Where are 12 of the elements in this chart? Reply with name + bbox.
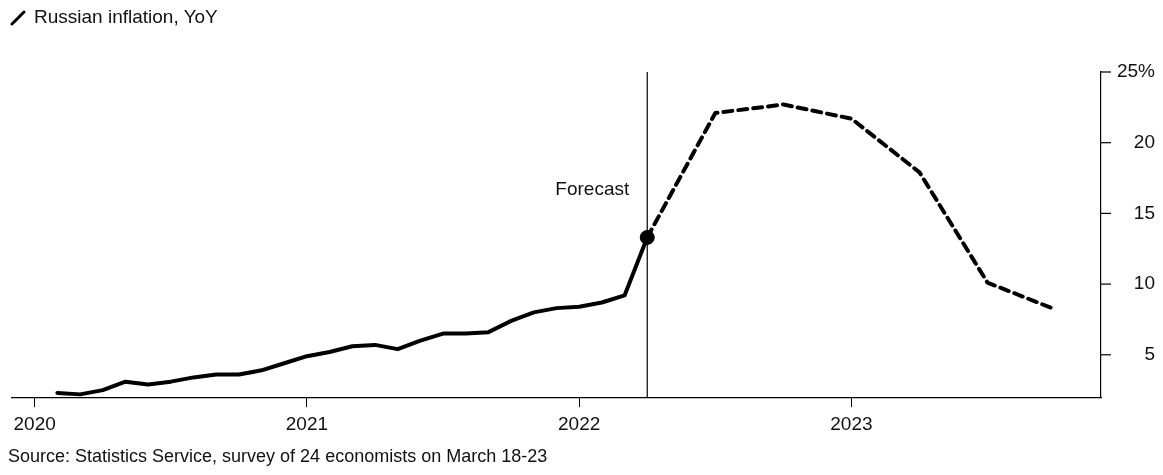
x-tick-label: 2022 [558, 412, 601, 434]
x-tick-label: 2021 [285, 412, 329, 434]
source-note: Source: Statistics Service, survey of 24 economists on March 18-23 [8, 446, 548, 467]
ref-line-label: Forecast [555, 178, 630, 200]
y-tick-label: 10 [1133, 272, 1155, 294]
y-tick-label: 5 [1144, 343, 1155, 365]
chart-title: Russian inflation, YoY [34, 6, 218, 28]
y-tick-label: 20 [1133, 130, 1155, 152]
x-tick-label: 2023 [830, 412, 873, 434]
x-tick-label: 2020 [13, 412, 56, 434]
y-tick-label: 15 [1133, 201, 1155, 223]
y-tick-label: 25% [1116, 60, 1156, 82]
